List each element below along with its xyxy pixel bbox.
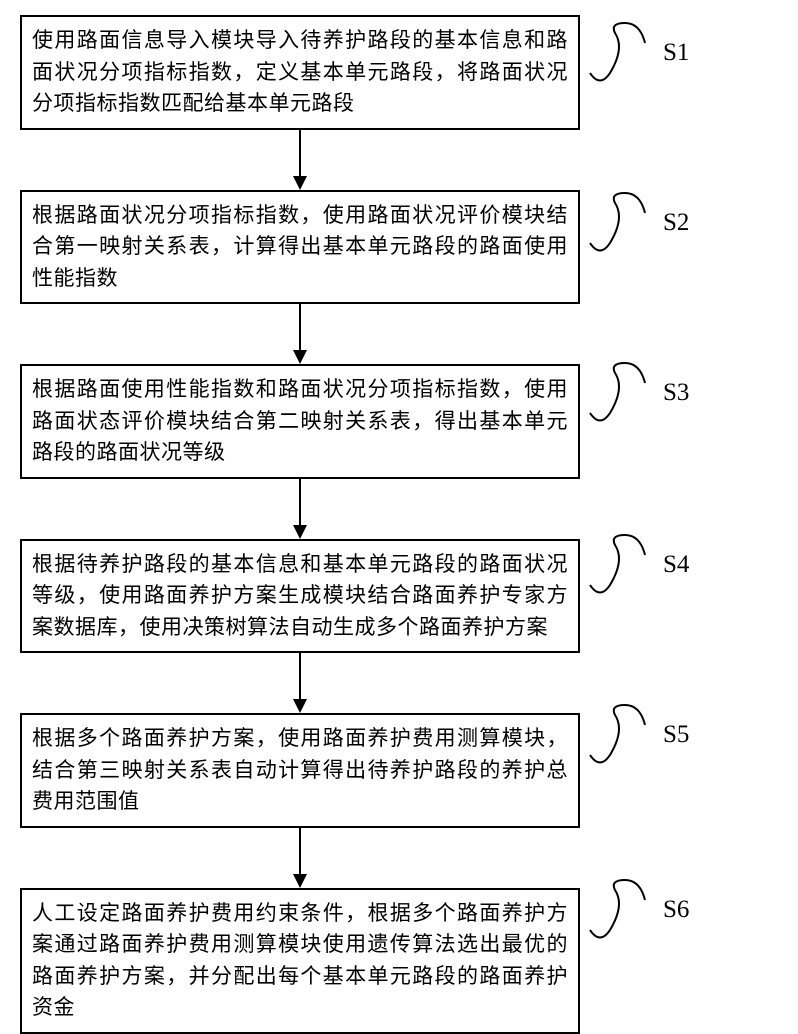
step-box-s4: 根据待养护路段的基本信息和基本单元路段的路面状况等级，使用路面养护方案生成模块结… — [20, 539, 580, 654]
arrow-icon — [285, 828, 315, 888]
arrow-s1-s2 — [20, 130, 580, 190]
arrow-s4-s5 — [20, 653, 580, 713]
squiggle-icon — [585, 188, 655, 258]
label-s4: S4 — [585, 530, 689, 600]
step-text: 根据待养护路段的基本信息和基本单元路段的路面状况等级，使用路面养护方案生成模块结… — [32, 549, 568, 644]
label-s1: S1 — [585, 18, 689, 88]
step-box-s1: 使用路面信息导入模块导入待养护路段的基本信息和路面状况分项指标指数，定义基本单元… — [20, 15, 580, 130]
label-text: S2 — [663, 209, 689, 237]
label-s2: S2 — [585, 188, 689, 258]
arrow-icon — [285, 653, 315, 713]
arrow-s5-s6 — [20, 828, 580, 888]
squiggle-icon — [585, 875, 655, 945]
label-text: S5 — [663, 721, 689, 749]
step-text: 使用路面信息导入模块导入待养护路段的基本信息和路面状况分项指标指数，定义基本单元… — [32, 25, 568, 120]
step-text: 根据多个路面养护方案，使用路面养护费用测算模块，结合第三映射关系表自动计算得出待… — [32, 723, 568, 818]
arrow-icon — [285, 479, 315, 539]
label-text: S3 — [663, 379, 689, 407]
label-text: S1 — [663, 39, 689, 67]
step-box-s3: 根据路面使用性能指数和路面状况分项指标指数，使用路面状态评价模块结合第二映射关系… — [20, 364, 580, 479]
squiggle-icon — [585, 358, 655, 428]
step-text: 人工设定路面养护费用约束条件，根据多个路面养护方案通过路面养护费用测算模块使用遗… — [32, 898, 568, 1024]
label-s6: S6 — [585, 875, 689, 945]
step-box-s6: 人工设定路面养护费用约束条件，根据多个路面养护方案通过路面养护费用测算模块使用遗… — [20, 888, 580, 1034]
label-s3: S3 — [585, 358, 689, 428]
label-text: S6 — [663, 896, 689, 924]
flowchart-container: 使用路面信息导入模块导入待养护路段的基本信息和路面状况分项指标指数，定义基本单元… — [20, 15, 580, 1034]
squiggle-icon — [585, 18, 655, 88]
step-box-s2: 根据路面状况分项指标指数，使用路面状况评价模块结合第一映射关系表，计算得出基本单… — [20, 190, 580, 305]
arrow-icon — [285, 130, 315, 190]
label-s5: S5 — [585, 700, 689, 770]
step-text: 根据路面状况分项指标指数，使用路面状况评价模块结合第一映射关系表，计算得出基本单… — [32, 200, 568, 295]
arrow-icon — [285, 304, 315, 364]
label-text: S4 — [663, 551, 689, 579]
arrow-s3-s4 — [20, 479, 580, 539]
step-text: 根据路面使用性能指数和路面状况分项指标指数，使用路面状态评价模块结合第二映射关系… — [32, 374, 568, 469]
arrow-s2-s3 — [20, 304, 580, 364]
squiggle-icon — [585, 530, 655, 600]
squiggle-icon — [585, 700, 655, 770]
step-box-s5: 根据多个路面养护方案，使用路面养护费用测算模块，结合第三映射关系表自动计算得出待… — [20, 713, 580, 828]
